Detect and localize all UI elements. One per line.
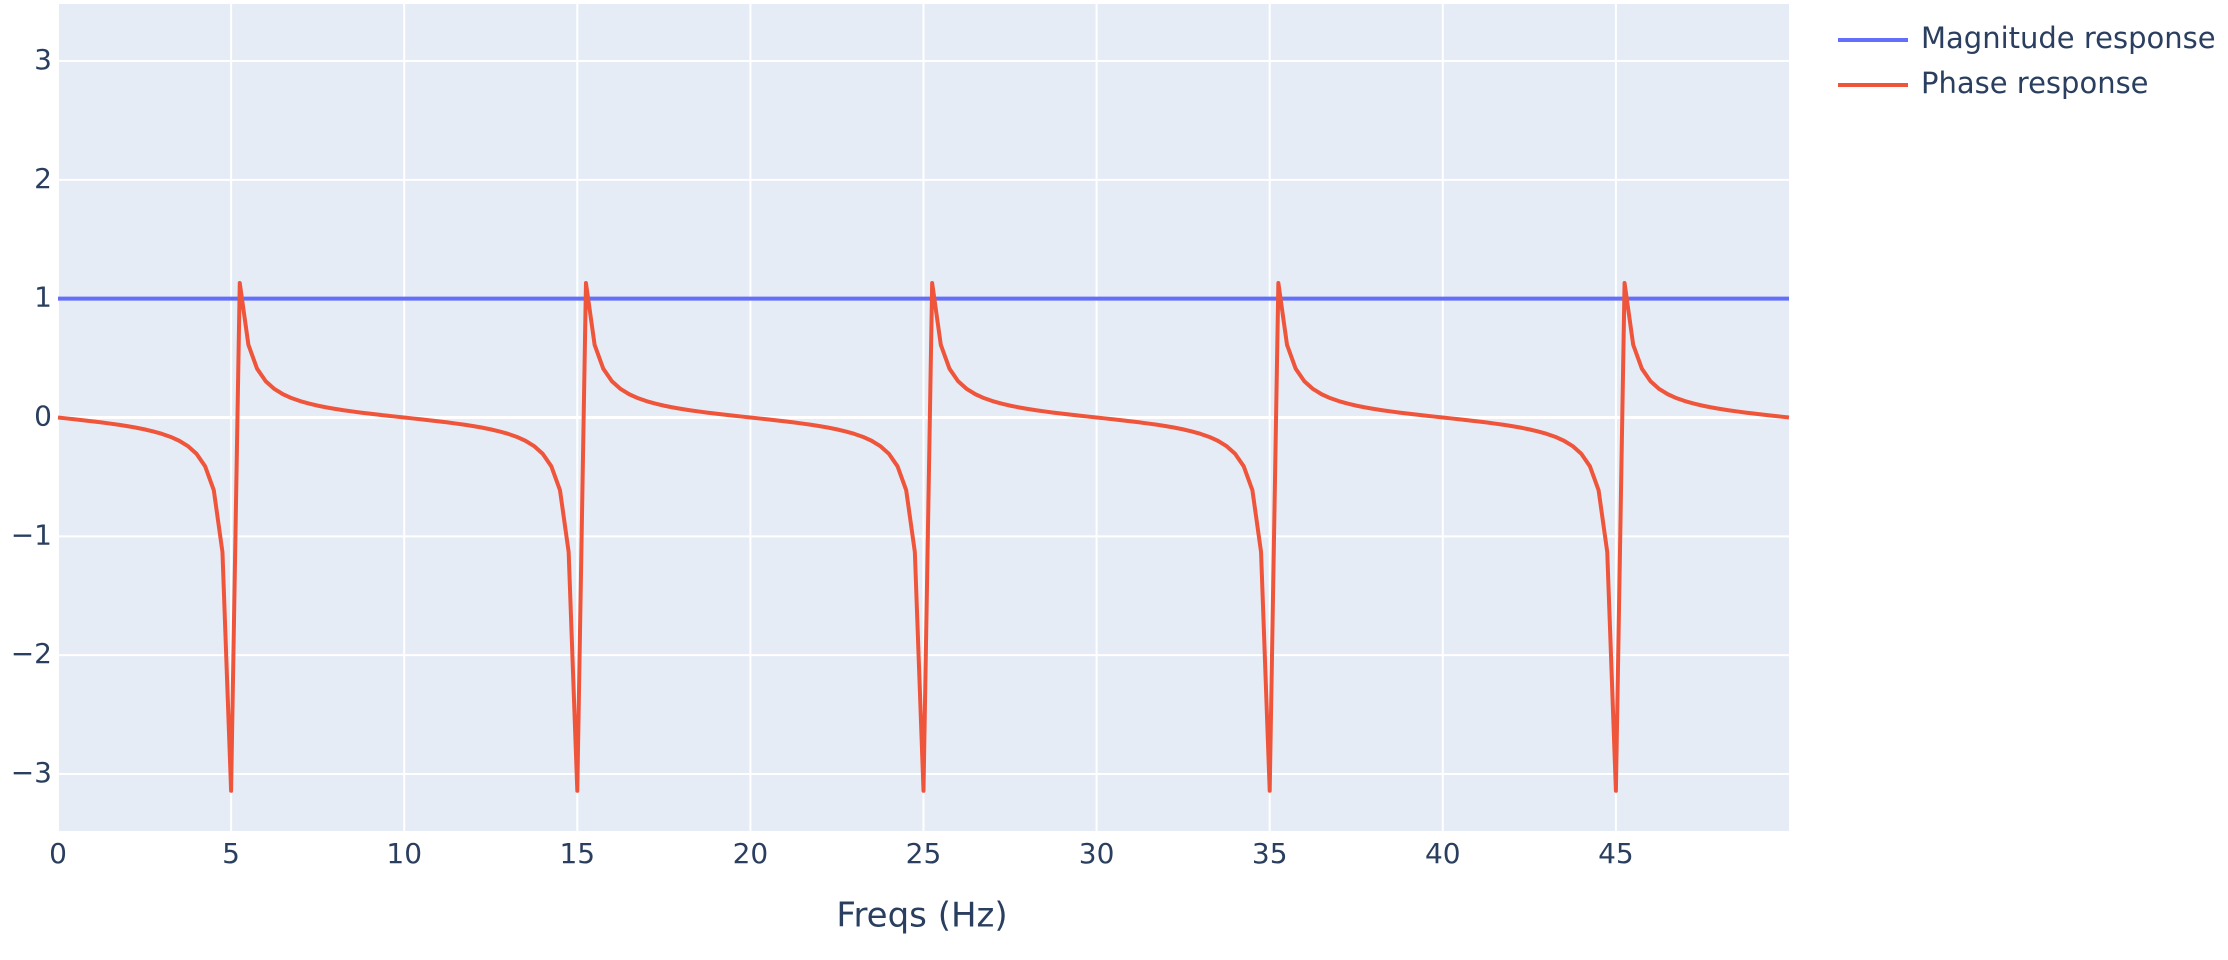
- y-tick-label: 1: [34, 281, 52, 314]
- x-tick-label: 15: [559, 837, 595, 870]
- x-tick-label: 45: [1598, 837, 1634, 870]
- legend-label: Phase response: [1921, 66, 2149, 100]
- y-tick-label: 2: [34, 162, 52, 195]
- x-axis-title: Freqs (Hz): [836, 896, 1007, 936]
- line: [57, 281, 1790, 793]
- legend-label: Magnitude response: [1921, 21, 2216, 55]
- x-tick-label: 5: [222, 837, 240, 870]
- x-tick-label: 10: [386, 837, 422, 870]
- y-tick-label: 3: [34, 43, 52, 76]
- x-tick-label: 0: [49, 837, 67, 870]
- x-tick-label: 30: [1079, 837, 1115, 870]
- x-tick-label: 35: [1252, 837, 1288, 870]
- x-tick-label: 20: [733, 837, 769, 870]
- y-tick-label: 0: [34, 400, 52, 433]
- y-tick-label: −2: [11, 637, 52, 670]
- y-tick-label: −3: [11, 756, 52, 789]
- x-tick-label: 25: [906, 837, 942, 870]
- y-tick-label: −1: [11, 518, 52, 551]
- x-tick-label: 40: [1425, 837, 1461, 870]
